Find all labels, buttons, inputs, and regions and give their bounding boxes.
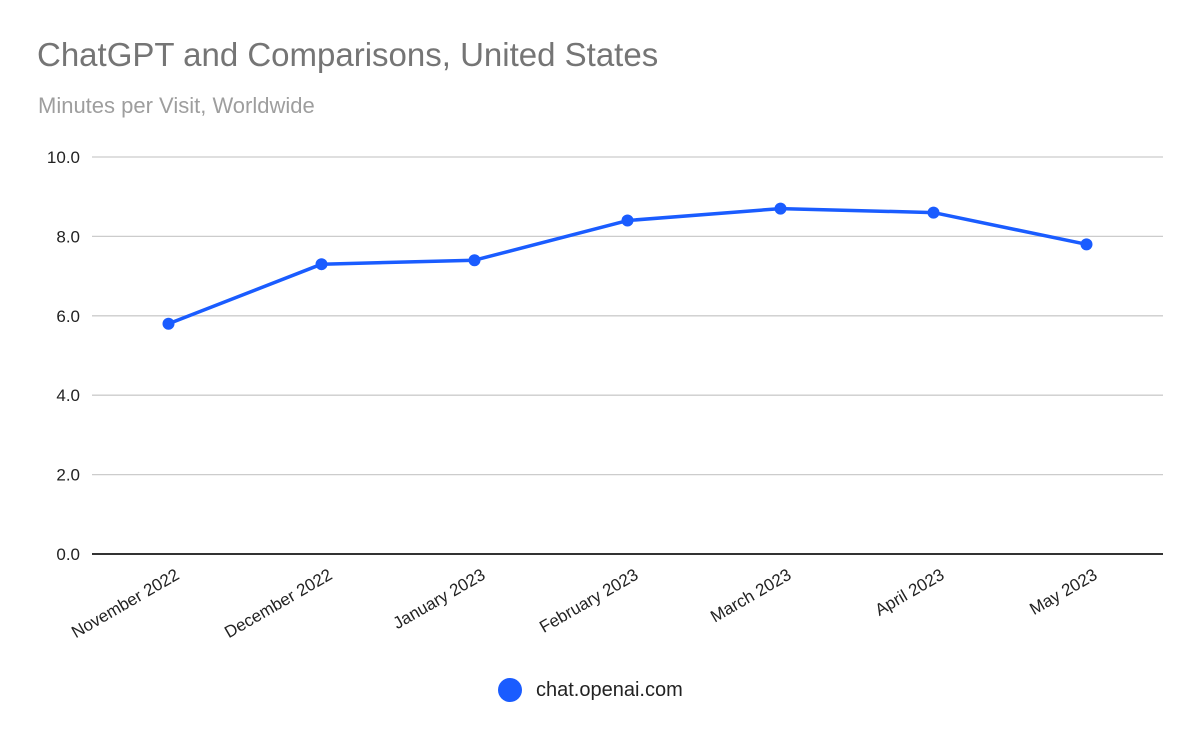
y-tick-label: 6.0 — [56, 307, 80, 326]
data-point — [468, 254, 481, 267]
chart-subtitle: Minutes per Visit, Worldwide — [38, 93, 315, 118]
data-point — [621, 214, 634, 227]
x-tick-label: April 2023 — [872, 565, 948, 620]
x-tick-label: February 2023 — [536, 565, 641, 637]
data-point — [774, 202, 787, 215]
legend-label: chat.openai.com — [536, 678, 683, 701]
y-tick-label: 0.0 — [56, 545, 80, 564]
data-point — [315, 258, 328, 271]
x-tick-label: May 2023 — [1026, 565, 1100, 619]
x-tick-label: November 2022 — [68, 565, 182, 642]
y-tick-label: 2.0 — [56, 466, 80, 485]
x-tick-label: March 2023 — [707, 565, 794, 626]
data-point — [162, 317, 175, 330]
y-tick-label: 8.0 — [56, 227, 80, 246]
x-tick-label: December 2022 — [221, 565, 335, 642]
y-tick-label: 10.0 — [47, 148, 80, 167]
x-tick-label: January 2023 — [390, 565, 489, 633]
y-tick-label: 4.0 — [56, 386, 80, 405]
data-point — [927, 206, 940, 219]
data-point — [1080, 238, 1093, 251]
legend-marker-icon — [498, 678, 522, 702]
legend: chat.openai.com — [498, 678, 683, 702]
chart-title: ChatGPT and Comparisons, United States — [37, 36, 659, 73]
